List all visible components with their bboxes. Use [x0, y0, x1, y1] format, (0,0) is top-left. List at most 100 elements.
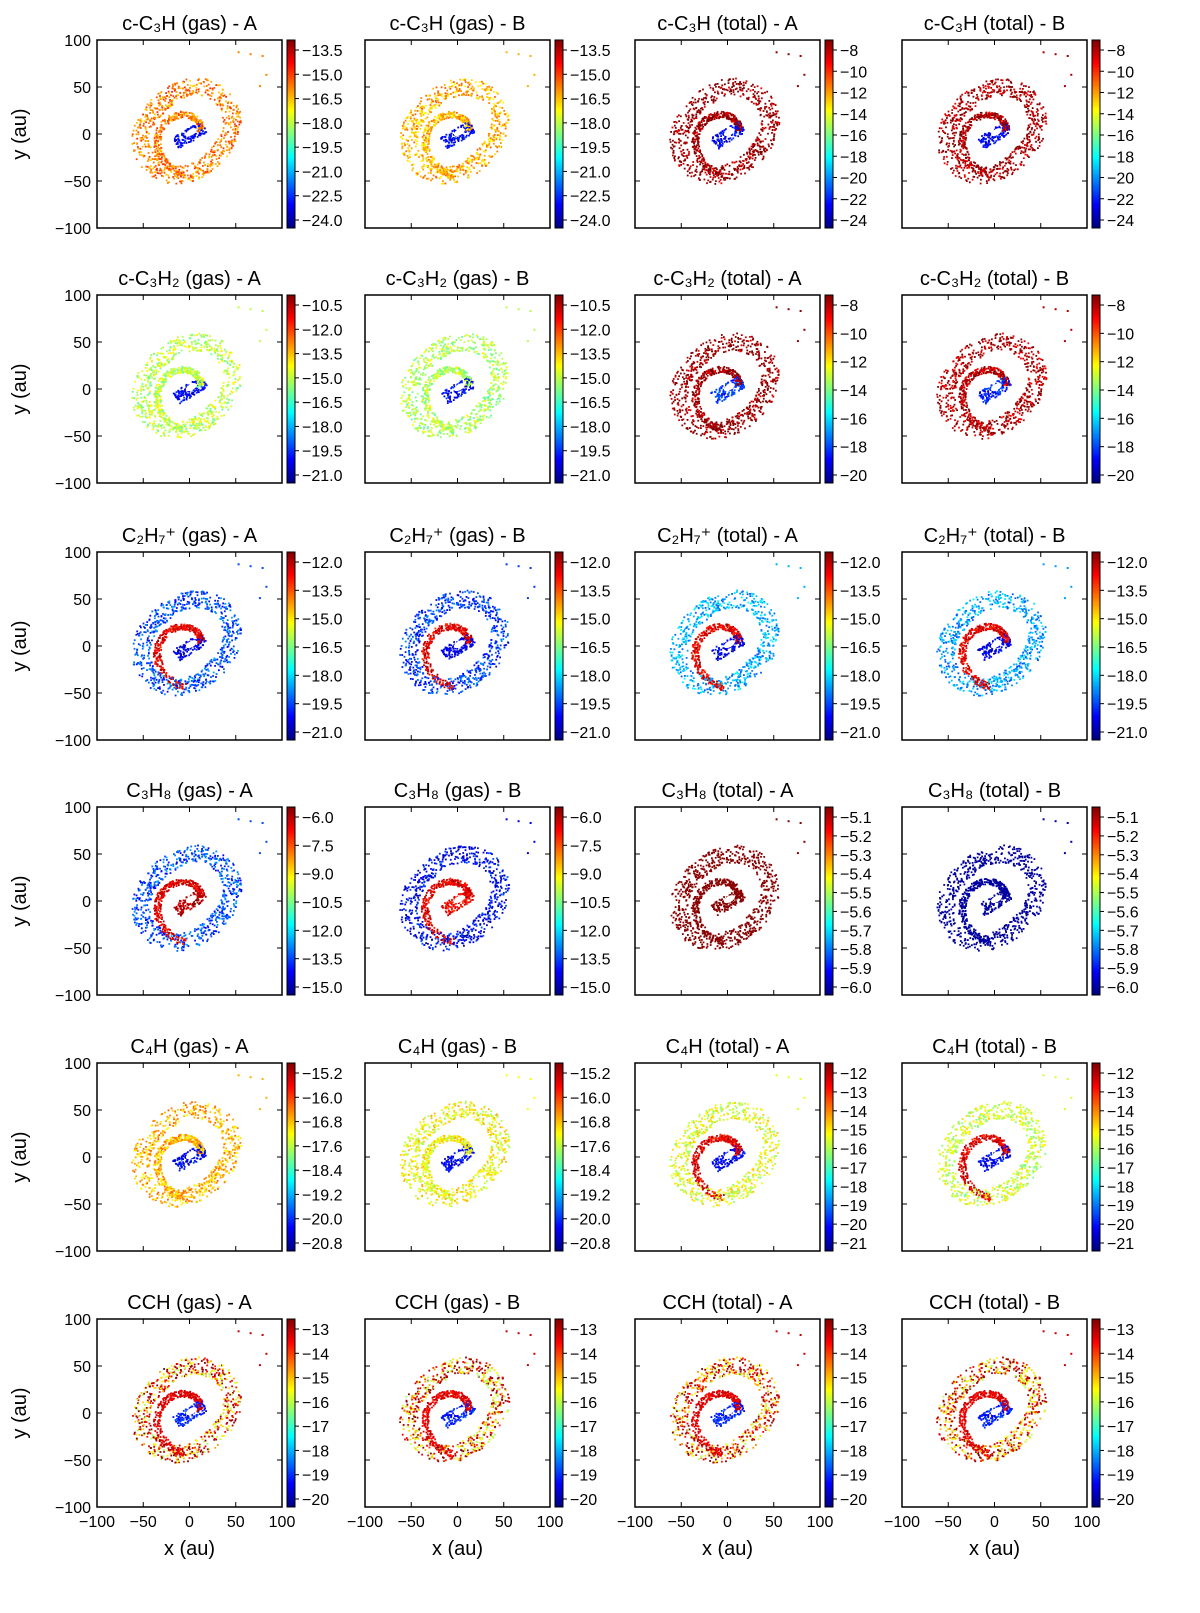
scatter-point	[452, 145, 454, 147]
scatter-point	[183, 94, 185, 96]
scatter-point	[450, 145, 452, 147]
scatter-point	[239, 111, 241, 113]
y-axis-label: y (au)	[9, 108, 31, 159]
scatter-point	[164, 123, 166, 125]
scatter-point	[207, 163, 209, 165]
scatter-point	[172, 95, 174, 97]
scatter-point	[203, 82, 205, 84]
scatter-point	[170, 171, 172, 173]
scatter-point	[137, 148, 139, 150]
scatter-point	[150, 102, 152, 104]
scatter-point	[423, 134, 425, 136]
scatter-point	[496, 92, 498, 94]
scatter-point	[205, 90, 207, 92]
scatter-point	[183, 172, 185, 174]
scatter-point	[151, 99, 153, 101]
scatter-point	[154, 117, 156, 119]
scatter-point	[226, 149, 228, 151]
scatter-point	[206, 153, 208, 155]
scatter-point	[139, 126, 141, 128]
scatter-point	[218, 157, 220, 159]
scatter-point	[199, 168, 201, 170]
scatter-point	[151, 118, 153, 120]
scatter-point	[140, 137, 142, 139]
scatter-point	[176, 176, 178, 178]
scatter-point	[162, 127, 164, 129]
scatter-point	[234, 136, 236, 138]
scatter-point	[199, 133, 201, 135]
scatter-point	[185, 89, 187, 91]
scatter-point	[160, 127, 162, 129]
scatter-point	[429, 150, 431, 152]
colorbar-tick-label: −15.0	[302, 67, 343, 84]
scatter-point	[193, 119, 195, 121]
scatter-point	[146, 140, 148, 142]
scatter-point	[132, 143, 134, 145]
scatter-point	[146, 169, 148, 171]
scatter-point	[229, 93, 231, 95]
scatter-point	[152, 124, 154, 126]
scatter-point	[193, 125, 195, 127]
scatter-point	[150, 170, 152, 172]
scatter-point	[446, 90, 448, 92]
scatter-point	[190, 117, 192, 119]
scatter-point	[221, 139, 223, 141]
scatter-point	[471, 88, 473, 90]
scatter-point	[165, 98, 167, 100]
scatter-point	[144, 155, 146, 157]
scatter-point	[225, 144, 227, 146]
scatter-point	[162, 96, 164, 98]
scatter-point	[228, 122, 230, 124]
scatter-point	[222, 92, 224, 94]
scatter-point	[459, 79, 461, 81]
scatter-point	[225, 122, 227, 124]
scatter-point	[149, 112, 151, 114]
scatter-point	[189, 80, 191, 82]
scatter-point	[198, 178, 200, 180]
scatter-point	[148, 157, 150, 159]
scatter-point	[180, 96, 182, 98]
scatter-point	[149, 126, 151, 128]
scatter-point	[172, 176, 174, 178]
scatter-point	[158, 144, 160, 146]
scatter-point	[161, 131, 163, 133]
scatter-point	[208, 156, 210, 158]
scatter-point	[152, 152, 154, 154]
scatter-point	[412, 167, 414, 169]
scatter-point	[198, 88, 200, 90]
scatter-point	[232, 129, 234, 131]
scatter-point	[457, 170, 459, 172]
scatter-point	[411, 139, 413, 141]
scatter-point	[222, 130, 224, 132]
scatter-point	[182, 82, 184, 84]
scatter-point	[174, 90, 176, 92]
scatter-point	[155, 165, 157, 167]
scatter-point	[156, 96, 158, 98]
scatter-point	[219, 163, 221, 165]
scatter-point	[174, 170, 176, 172]
scatter-point	[134, 125, 136, 127]
scatter-point	[237, 131, 239, 133]
scatter-point	[227, 102, 229, 104]
scatter-point	[164, 168, 166, 170]
scatter-point	[262, 55, 264, 57]
scatter-point	[422, 160, 424, 162]
scatter-point	[488, 92, 490, 94]
scatter-point	[193, 140, 195, 142]
scatter-point	[158, 152, 160, 154]
scatter-point	[190, 85, 192, 87]
scatter-point	[211, 149, 213, 151]
scatter-point	[164, 172, 166, 174]
colorbar	[287, 40, 295, 228]
scatter-point	[250, 53, 252, 55]
scatter-point	[491, 111, 493, 113]
scatter-point	[404, 142, 406, 144]
scatter-point	[483, 151, 485, 153]
scatter-point	[150, 159, 152, 161]
scatter-point	[180, 176, 182, 178]
scatter-point	[204, 157, 206, 159]
scatter-point	[154, 171, 156, 173]
scatter-point	[228, 147, 230, 149]
scatter-point	[438, 105, 440, 107]
scatter-point	[155, 177, 157, 179]
